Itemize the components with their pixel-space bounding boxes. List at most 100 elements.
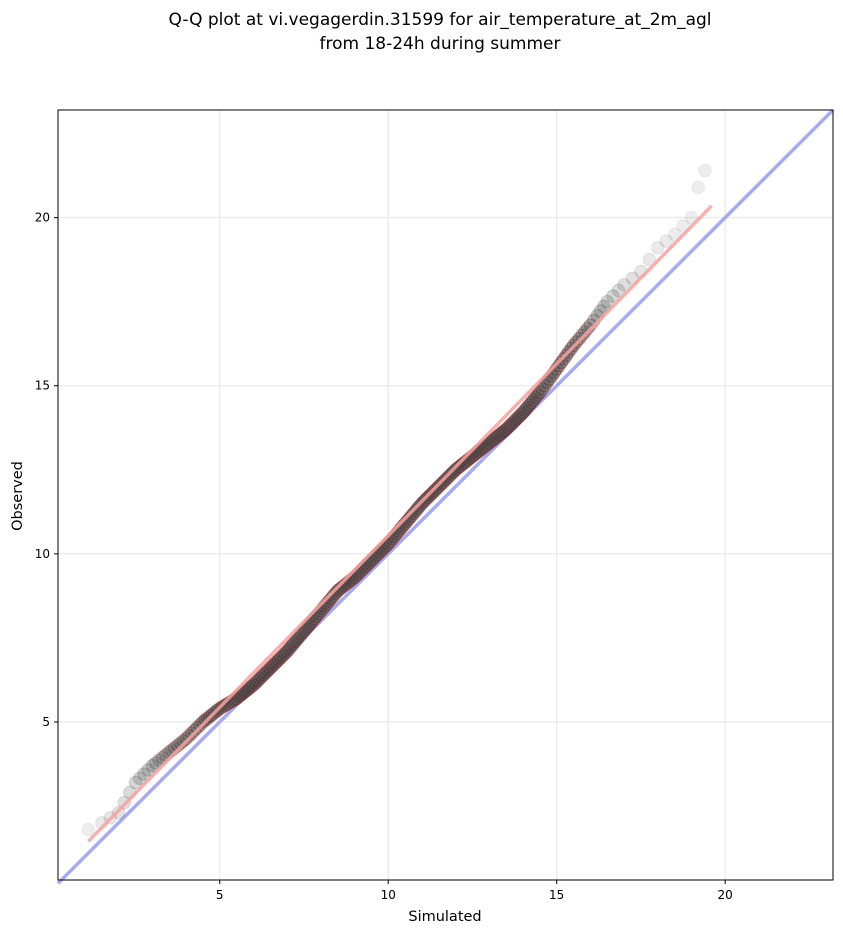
x-tick-label: 10 [381,888,396,902]
x-axis-ticks: 5 10 15 20 [216,880,733,902]
y-axis-ticks: 5 10 15 20 [35,211,58,729]
quantile-point [667,227,682,242]
quantile-point [577,325,592,339]
fit-line-layer [87,204,713,843]
quantile-point [290,631,305,646]
chart-title-line-1: Q-Q plot at vi.vegagerdin.31599 for air_… [168,10,711,30]
quantile-point [507,414,522,428]
quantile-point [524,395,539,410]
quantile-point [659,234,674,248]
quantile-point [486,432,501,447]
quantile-point [438,473,452,488]
quantile-point [190,720,205,735]
y-tick-label: 5 [42,715,50,729]
quantile-point [450,461,465,475]
quantile-point [490,429,505,443]
quantile-point [611,283,626,298]
quantile-point [269,655,284,669]
quantile-point [234,688,248,702]
quantile-point [255,669,269,684]
y-tick-label: 10 [35,547,50,561]
quantile-point [284,639,299,654]
quantile-point [482,436,497,450]
quantile-point [282,642,297,656]
quantile-point [446,465,461,479]
quantile-point [278,646,292,661]
quantile-point [505,416,520,430]
quantile-point [503,418,518,433]
quantile-point [301,619,315,633]
quantile-point [511,410,526,424]
quantile-point [263,661,278,675]
quantile-point [478,439,492,454]
quantile-point [259,665,273,680]
quantile-point [533,385,547,400]
quantile-point [476,441,490,455]
quantile-point [182,729,196,743]
quantile-point [526,393,541,407]
quantile-point [410,501,425,516]
x-tick-label: 20 [718,888,733,902]
quantile-point [267,657,282,671]
quantile-point [261,663,275,678]
quantile-point [137,767,151,781]
quantile-point [495,425,509,440]
quantile-point [286,636,301,651]
quantile-point [148,756,163,770]
quantile-point [330,584,345,598]
quantile-point [516,405,530,420]
quantile-point [250,673,265,688]
quantile-point [299,621,313,636]
quantile-point [530,388,545,402]
quantile-point [238,684,252,699]
quantile-point [271,652,286,667]
quantile-point [518,403,532,417]
quantile-point [187,723,202,738]
quantile-point [642,252,657,267]
quantile-point [276,648,290,663]
quantile-point [196,715,210,729]
quantile-point [274,650,288,665]
quantile-point [480,437,495,452]
quantile-point [252,671,267,686]
quantile-point [176,734,191,748]
quantile-point [522,398,537,412]
quantile-point [606,289,620,303]
quantile-point [145,758,160,773]
quantile-point [297,624,311,638]
y-tick-label: 15 [35,379,50,393]
quantile-point [497,424,511,438]
quantile-point [436,475,450,490]
quantile-point [257,667,271,682]
identity-line [56,108,835,885]
x-axis-label: Simulated [408,909,481,925]
x-tick-label: 5 [216,888,224,902]
quantile-point [288,634,303,649]
quantile-point [499,422,513,437]
quantile-point [493,427,507,442]
plot-frame [57,109,834,881]
quantile-point [132,771,147,786]
quantile-point [597,299,611,314]
quantile-point [179,731,193,746]
quantile-point [520,400,535,415]
quantile-point [535,382,550,396]
identity-line-layer [56,108,835,885]
quantile-point [444,467,459,481]
quantile-point [488,431,503,445]
quantile-point [575,328,589,343]
quantile-point [676,219,690,233]
y-axis-label: Observed [10,461,26,531]
quantile-point [448,462,463,477]
quantile-point [248,676,263,690]
quantile-point [184,726,199,740]
quantile-point [600,294,615,309]
quantile-point [406,506,421,521]
quantile-point [246,678,261,692]
quantile-point [280,644,294,659]
quantile-point [240,683,254,697]
quantile-point [440,471,454,485]
fit-line [87,204,713,843]
quantile-point [509,412,524,426]
quantile-point [242,681,257,696]
